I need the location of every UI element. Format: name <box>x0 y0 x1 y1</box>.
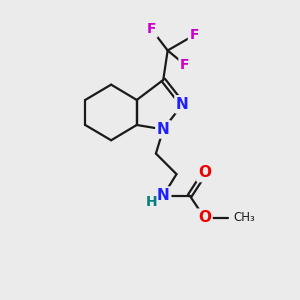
Text: N: N <box>157 188 169 203</box>
Text: N: N <box>157 122 169 137</box>
Text: F: F <box>189 28 199 42</box>
Text: O: O <box>198 210 211 225</box>
Text: CH₃: CH₃ <box>233 211 255 224</box>
Text: H: H <box>146 195 158 209</box>
Text: N: N <box>176 97 189 112</box>
Text: O: O <box>198 166 211 181</box>
Text: F: F <box>147 22 156 36</box>
Text: F: F <box>180 58 190 72</box>
